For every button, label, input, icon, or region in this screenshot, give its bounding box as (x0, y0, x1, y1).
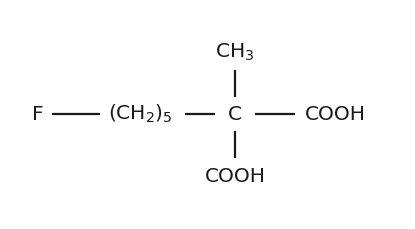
Text: C: C (228, 104, 242, 123)
Text: COOH: COOH (305, 104, 366, 123)
Text: $\mathregular{CH_3}$: $\mathregular{CH_3}$ (215, 41, 255, 63)
Text: $\mathregular{(CH_2)_5}$: $\mathregular{(CH_2)_5}$ (108, 103, 172, 125)
Text: COOH: COOH (205, 166, 266, 185)
Text: F: F (32, 104, 44, 123)
